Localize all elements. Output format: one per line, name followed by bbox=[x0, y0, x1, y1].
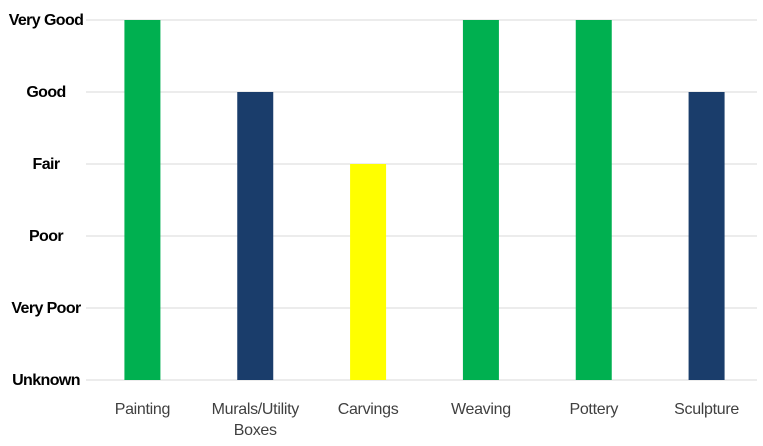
bar-murals-utility-boxes bbox=[237, 92, 274, 380]
y-tick-label: Unknown bbox=[12, 372, 80, 389]
y-axis-ticks: Unknown Very Poor Poor Fair Good Very Good bbox=[9, 12, 84, 389]
y-tick-label: Very Good bbox=[9, 12, 84, 29]
x-tick-label-line: Weaving bbox=[451, 401, 511, 418]
bar-carvings bbox=[350, 164, 387, 380]
x-tick-label: Carvings bbox=[338, 401, 399, 418]
x-tick-label-line: Carvings bbox=[338, 401, 399, 418]
x-tick-label-line: Painting bbox=[115, 401, 170, 418]
grid-layer bbox=[86, 19, 757, 381]
x-tick-label: Weaving bbox=[451, 401, 511, 418]
x-tick-label-line: Murals/Utility bbox=[212, 401, 300, 418]
bar-sculpture bbox=[688, 92, 725, 380]
x-tick-label: Painting bbox=[115, 401, 170, 418]
x-tick-label: Sculpture bbox=[674, 401, 739, 418]
y-tick-label: Good bbox=[26, 84, 65, 101]
bar-weaving bbox=[462, 20, 499, 380]
x-tick-label-line: Pottery bbox=[569, 401, 618, 418]
bar-painting bbox=[124, 20, 161, 380]
x-tick-label: Pottery bbox=[569, 401, 618, 418]
x-tick-label: Murals/Utility Boxes bbox=[212, 401, 300, 439]
y-tick-label: Fair bbox=[33, 156, 60, 173]
x-tick-label-line: Boxes bbox=[234, 422, 277, 439]
x-tick-label-line: Sculpture bbox=[674, 401, 739, 418]
y-tick-label: Poor bbox=[29, 228, 63, 245]
bar-layer bbox=[124, 20, 725, 380]
bar-pottery bbox=[575, 20, 612, 380]
y-tick-label: Very Poor bbox=[11, 300, 81, 317]
x-axis-ticks: Painting Murals/Utility Boxes Carvings Weavi… bbox=[115, 401, 740, 439]
